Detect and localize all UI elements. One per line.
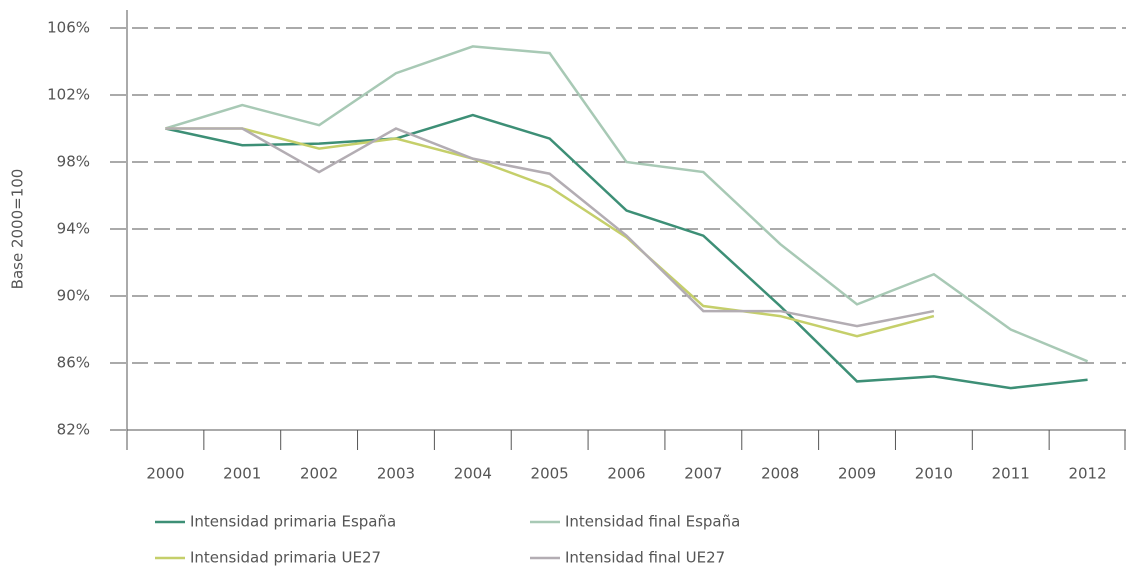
x-tick-label: 2005: [531, 465, 569, 483]
series-line: [165, 45, 1089, 363]
legend-label: Intensidad primaria España: [190, 513, 396, 531]
legend-label: Intensidad primaria UE27: [190, 549, 381, 567]
x-tick-label: 2000: [146, 465, 184, 483]
x-tick-label: 2007: [684, 465, 722, 483]
y-tick-label: 94%: [57, 220, 90, 238]
series-line: [165, 113, 1088, 390]
y-axis-label: Base 2000=100: [9, 169, 27, 290]
x-tick-label: 2012: [1068, 465, 1106, 483]
y-tick-label: 86%: [57, 354, 90, 372]
x-tick-label: 2004: [454, 465, 492, 483]
x-tick-label: 2002: [300, 465, 338, 483]
y-tick-label: 82%: [57, 421, 90, 439]
y-tick-label: 90%: [57, 287, 90, 305]
legend-label: Intensidad final España: [565, 513, 740, 531]
x-tick-label: 2001: [223, 465, 261, 483]
x-tick-label: 2003: [377, 465, 415, 483]
y-tick-label: 106%: [47, 19, 90, 37]
x-tick-label: 2010: [915, 465, 953, 483]
y-tick-label: 102%: [47, 86, 90, 104]
x-tick-label: 2009: [838, 465, 876, 483]
legend-label: Intensidad final UE27: [565, 549, 725, 567]
series-line: [165, 127, 935, 338]
y-tick-label: 98%: [57, 153, 90, 171]
series-line: [165, 127, 935, 328]
x-tick-label: 2011: [992, 465, 1030, 483]
x-tick-label: 2008: [761, 465, 799, 483]
x-tick-label: 2006: [607, 465, 645, 483]
